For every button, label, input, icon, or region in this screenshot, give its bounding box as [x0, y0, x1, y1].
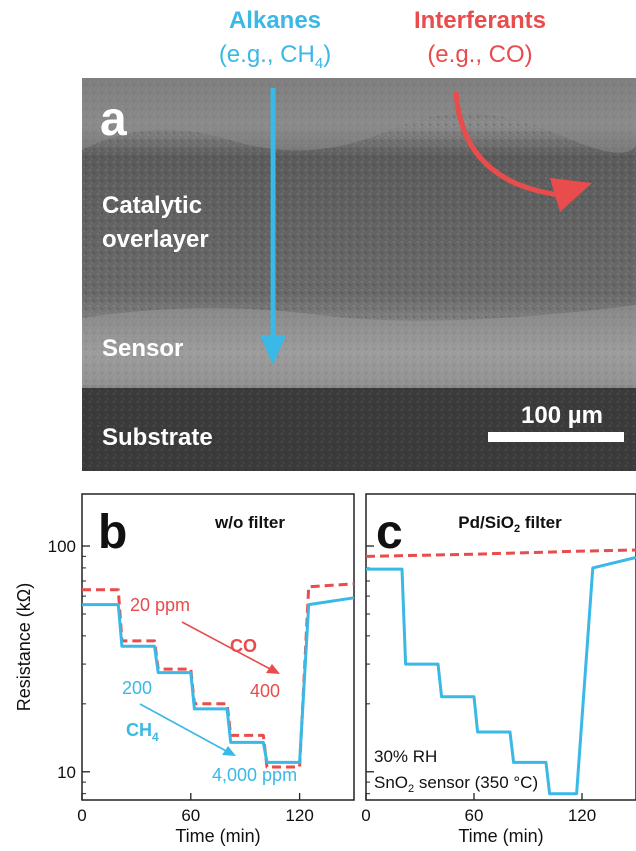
series-ch4-c: [366, 556, 636, 796]
panel-b-series: [82, 582, 355, 769]
series-co-c: [365, 548, 636, 558]
x-tick-label: 120: [568, 806, 596, 825]
ch4-trend-arrow: [139, 703, 229, 753]
x-tick-label: 0: [77, 806, 86, 825]
y-axis-title: Resistance (kΩ): [14, 583, 34, 712]
label-catalytic-1: Catalytic: [102, 192, 202, 219]
interferant-arrow: [453, 91, 561, 198]
ch4-label: CH4: [126, 720, 159, 744]
alkane-title: Alkanes: [229, 7, 321, 34]
alkane-example: (e.g., CH4): [219, 41, 331, 72]
note-sensor: SnO2 sensor (350 °C): [374, 773, 538, 795]
panel-c-frame: [365, 493, 636, 801]
co-label: CO: [230, 636, 257, 656]
x-tick-label: 120: [285, 806, 313, 825]
ch4-start-label: 200: [122, 678, 152, 698]
series-ch4-b: [82, 596, 355, 764]
scale-bar-label: 100 µm: [521, 402, 603, 429]
interferant-arrow-head: [550, 178, 592, 212]
x-axis-title-c: Time (min): [458, 826, 543, 846]
alkane-arrow-head: [260, 335, 286, 365]
x-axis-title-b: Time (min): [175, 826, 260, 846]
panel-c-title: Pd/SiO2 filter: [458, 513, 562, 535]
panel-letter-c: c: [376, 506, 403, 559]
x-tick-label: 60: [465, 806, 484, 825]
panel-letter-b: b: [98, 506, 127, 559]
co-trend-arrow: [181, 621, 273, 671]
y-tick-label: 10: [57, 763, 76, 782]
sem-substrate-texture: [82, 388, 636, 471]
series-co-b: [82, 582, 355, 769]
label-substrate: Substrate: [102, 424, 213, 451]
panel-c-series: [365, 548, 636, 796]
panel-b: 0 60 120 10 100 b w/o filter 20 ppm CO 400 2…: [14, 493, 355, 846]
note-rh: 30% RH: [374, 747, 437, 766]
panel-c: 0 60 120 c Pd/SiO2 filter 30% RH SnO2 sens…: [361, 493, 636, 846]
label-catalytic-2: overlayer: [102, 226, 209, 253]
scale-bar: [488, 432, 624, 442]
panel-a: a Alkanes (e.g., CH4) Interferants (e.g.…: [82, 7, 636, 471]
ch4-end-label: 4,000 ppm: [212, 765, 297, 785]
panel-b-frame: [81, 493, 355, 801]
panel-letter-a: a: [100, 93, 127, 146]
sem-top-surface: [82, 78, 636, 153]
x-tick-label: 60: [181, 806, 200, 825]
co-trend-arrow-head: [266, 664, 280, 674]
panel-b-title: w/o filter: [214, 513, 285, 532]
panel-b-ticks: 0 60 120 10 100: [48, 537, 314, 825]
interferant-example: (e.g., CO): [427, 41, 532, 68]
ch4-trend-arrow-head: [222, 746, 236, 756]
label-sensor: Sensor: [102, 335, 183, 362]
co-start-label: 20 ppm: [130, 595, 190, 615]
x-tick-label: 0: [361, 806, 370, 825]
panel-c-ticks: 0 60 120: [361, 545, 596, 825]
co-end-label: 400: [250, 681, 280, 701]
sem-sensor-band: [82, 305, 636, 385]
interferant-title: Interferants: [414, 7, 546, 34]
y-tick-label: 100: [48, 537, 76, 556]
